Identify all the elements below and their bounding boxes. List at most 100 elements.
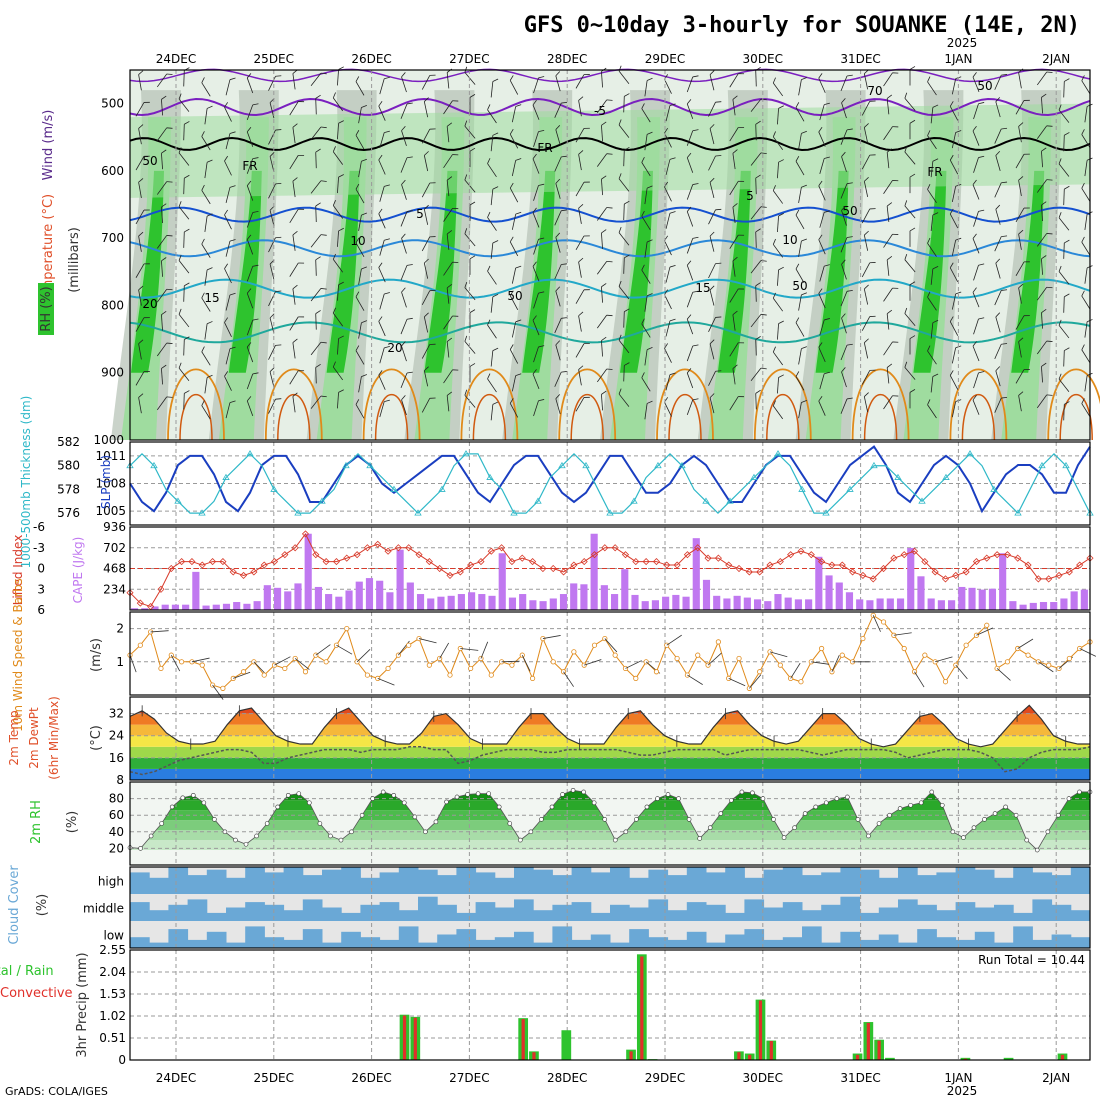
rh-marker [570, 787, 576, 793]
wind-barb [201, 346, 211, 366]
wind-barb [596, 207, 613, 221]
pressure-tick: 800 [101, 298, 124, 312]
rh-band [130, 840, 1090, 851]
rh-band-wet [326, 170, 360, 373]
cape-bar [416, 594, 425, 610]
thickness-marker [318, 497, 326, 504]
cloud-cell [878, 907, 899, 921]
wind-barb [665, 264, 676, 283]
cloud-cell [1070, 867, 1091, 894]
li-marker [229, 568, 237, 576]
wind-barb [1058, 158, 1070, 177]
wind-barb [135, 209, 150, 225]
temp-contour-30 [374, 394, 409, 441]
cape-bar [325, 594, 333, 610]
wind-barb [310, 234, 327, 248]
wind-barb [818, 126, 826, 147]
rh-marker [391, 792, 397, 798]
wind-barb [886, 202, 893, 222]
wind-barb [289, 154, 305, 170]
wind-barb [292, 392, 298, 413]
wind-speed-marker [199, 662, 205, 668]
temp-contour-25 [1047, 368, 1100, 441]
wind-barb [886, 148, 893, 169]
cape-bar [161, 604, 169, 610]
cloud-cell [610, 867, 630, 894]
cloud-cell [1070, 937, 1091, 948]
wind-barb [292, 338, 298, 359]
wind-barb [1036, 233, 1053, 247]
wind-barb [1063, 132, 1070, 152]
cloud-cell [706, 872, 726, 894]
wind-speed-marker [571, 649, 577, 655]
li-marker [1014, 554, 1022, 562]
wind-barb [840, 397, 853, 414]
precip-total-bar [885, 1057, 895, 1060]
wind-barb [469, 309, 476, 329]
precip-tick: 1.02 [99, 1009, 126, 1023]
wind-barb [378, 208, 386, 229]
wind-barb [973, 209, 985, 227]
wind-barb [935, 656, 953, 663]
wind-barb [1018, 176, 1024, 197]
wind-barb [732, 149, 738, 170]
wind-barb [665, 372, 676, 391]
rh-marker [623, 829, 629, 835]
wind-barb [664, 343, 672, 363]
rh-marker [908, 802, 913, 808]
rh-marker [222, 829, 228, 835]
wind-barb [994, 235, 1008, 252]
panel-cape-li: -6 -3 0 3 6 936 702 468 234 [33, 520, 1094, 617]
wind-barb [156, 181, 173, 195]
precip-total-bar [1003, 1057, 1014, 1060]
wind-barb [315, 363, 321, 384]
cape-bar [335, 596, 343, 610]
cloud-cell [552, 904, 573, 921]
precip-convective-bar [402, 1015, 407, 1060]
li-marker [900, 551, 908, 559]
wind-barb [421, 128, 436, 144]
cloud-cell [590, 872, 611, 894]
wind-barb [161, 310, 167, 331]
cape-bar [937, 600, 945, 610]
cloud-cell [821, 942, 841, 948]
wind-barb [819, 371, 830, 390]
cloud-cell [226, 877, 246, 894]
wind-barb [401, 395, 407, 416]
cape-bar [365, 578, 374, 610]
wind-barb [246, 103, 259, 121]
cape-tick: 702 [103, 541, 126, 555]
wind-barb [533, 399, 545, 417]
cloud-cell [379, 939, 400, 948]
temp-contour-30 [766, 394, 800, 441]
wind-barb [819, 318, 830, 336]
li-marker [394, 544, 402, 552]
thickness-marker [750, 473, 758, 480]
cloud-cell [1051, 904, 1072, 921]
wind-barb [421, 397, 436, 413]
wind-speed-marker [653, 669, 660, 675]
cape-bar [222, 603, 231, 610]
wind-barb [446, 230, 453, 250]
cloud-cell [494, 877, 515, 894]
wind-barb [596, 153, 613, 167]
wind-barb [224, 371, 232, 391]
rh-marker [855, 817, 861, 822]
cape-bar [284, 591, 292, 610]
wind-barb [224, 317, 232, 338]
wind-barb [533, 129, 545, 148]
rh-marker [581, 789, 586, 795]
wind-barb [161, 95, 167, 116]
wind-barb [686, 99, 694, 120]
cloud-cell [610, 904, 630, 921]
li-marker [291, 544, 299, 552]
cloud-cell [840, 896, 861, 921]
wind-barb [332, 361, 344, 381]
wind-barb [729, 73, 745, 88]
wind-barb [358, 266, 367, 285]
wind-barb [994, 74, 1008, 90]
wind-barb [927, 184, 937, 203]
cloud-cell [283, 867, 304, 894]
temp-contour-5 [129, 206, 1091, 223]
wind-barb [487, 373, 497, 393]
